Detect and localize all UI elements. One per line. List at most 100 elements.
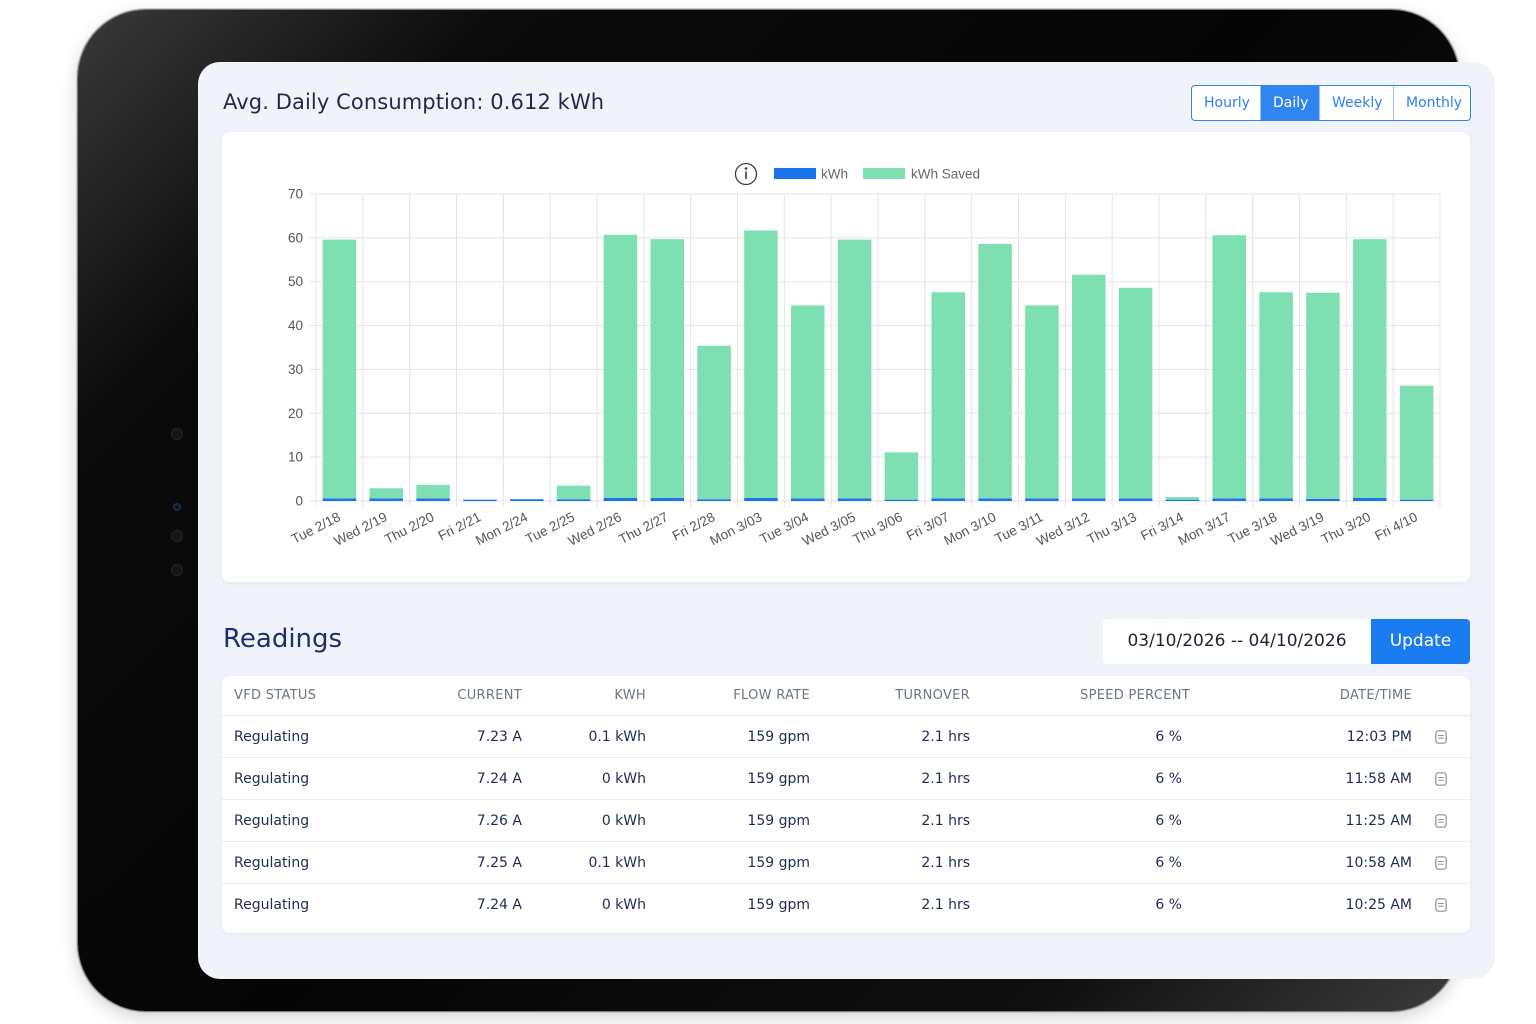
bar-kwh-saved[interactable]: [1399, 385, 1434, 500]
bar-kwh[interactable]: [1306, 498, 1340, 501]
y-tick-label: 60: [288, 230, 303, 245]
x-tick-label: Mon 3/17: [1176, 509, 1233, 548]
bar-kwh[interactable]: [603, 497, 638, 501]
bar-kwh-saved[interactable]: [1072, 274, 1106, 499]
bar-kwh[interactable]: [1072, 498, 1106, 501]
bar-kwh[interactable]: [1399, 499, 1434, 501]
cell-speed-percent: 6 %: [970, 841, 1190, 884]
bar-kwh-saved[interactable]: [1025, 305, 1059, 499]
bar-kwh[interactable]: [1118, 498, 1153, 501]
chart-legend: kWh kWh Saved: [734, 162, 980, 186]
tab-weekly[interactable]: Weekly: [1320, 86, 1394, 120]
note-icon[interactable]: [1435, 771, 1447, 786]
bar-kwh[interactable]: [697, 499, 731, 501]
readings-table: VFD STATUS CURRENT KWH FLOW RATE TURNOVE…: [222, 676, 1470, 925]
y-tick-label: 30: [288, 362, 303, 377]
bar-kwh[interactable]: [650, 497, 685, 501]
cell-actions: [1412, 884, 1470, 926]
bar-kwh[interactable]: [510, 499, 544, 501]
bar-kwh-saved[interactable]: [1165, 497, 1200, 500]
bar-kwh-saved[interactable]: [322, 239, 357, 499]
col-current: CURRENT: [377, 676, 522, 716]
bar-kwh-saved[interactable]: [556, 485, 591, 500]
bar-kwh-saved[interactable]: [1306, 292, 1340, 499]
bar-kwh[interactable]: [744, 497, 778, 501]
tab-hourly[interactable]: Hourly: [1192, 86, 1261, 120]
x-tick-label: Wed 2/19: [332, 509, 390, 548]
update-button[interactable]: Update: [1371, 619, 1470, 664]
legend-label-kwh-saved[interactable]: kWh Saved: [911, 167, 980, 182]
bar-kwh[interactable]: [837, 498, 872, 501]
bar-kwh[interactable]: [1165, 499, 1200, 501]
cell-turnover: 2.1 hrs: [810, 715, 970, 758]
note-icon[interactable]: [1435, 813, 1447, 828]
bar-kwh-saved[interactable]: [369, 488, 404, 499]
bar-kwh[interactable]: [931, 498, 966, 501]
bar-kwh-saved[interactable]: [931, 292, 966, 499]
bar-kwh-saved[interactable]: [650, 239, 685, 498]
bar-kwh-saved[interactable]: [744, 230, 778, 498]
cell-datetime: 10:25 AM: [1345, 896, 1412, 913]
cell-speed-percent: 6 %: [970, 715, 1190, 758]
bar-kwh-saved[interactable]: [884, 452, 919, 500]
x-tick-label: Wed 3/05: [800, 509, 858, 548]
table-row[interactable]: Regulating 7.24 A 0 kWh 159 gpm 2.1 hrs 6 % 10…: [222, 884, 1470, 926]
col-turnover: TURNOVER: [810, 676, 970, 716]
col-speed-percent: SPEED PERCENT: [970, 676, 1190, 716]
bar-kwh-saved[interactable]: [1353, 239, 1387, 498]
info-icon[interactable]: [734, 162, 758, 186]
bar-kwh[interactable]: [369, 498, 404, 501]
bar-kwh-saved[interactable]: [697, 345, 731, 500]
note-icon[interactable]: [1435, 897, 1447, 912]
bar-kwh[interactable]: [322, 498, 357, 501]
bar-kwh-saved[interactable]: [416, 484, 450, 499]
cell-current: 7.23 A: [377, 715, 522, 758]
bar-kwh-saved[interactable]: [1118, 287, 1153, 499]
bar-kwh-saved[interactable]: [603, 234, 638, 498]
y-tick-label: 50: [288, 274, 303, 289]
bar-kwh[interactable]: [791, 498, 825, 501]
page-title: Avg. Daily Consumption: 0.612 kWh: [223, 90, 605, 114]
bar-kwh[interactable]: [1353, 497, 1387, 501]
cell-speed-percent: 6 %: [970, 799, 1190, 842]
col-flow-rate: FLOW RATE: [646, 676, 810, 716]
x-tick-label: Fri 4/10: [1372, 509, 1420, 543]
cell-flow-rate: 159 gpm: [747, 896, 810, 913]
legend-label-kwh[interactable]: kWh: [821, 167, 848, 182]
date-range-input[interactable]: 03/10/2026 -- 04/10/2026: [1103, 619, 1371, 664]
cell-actions: [1412, 841, 1470, 884]
readings-title: Readings: [223, 624, 343, 654]
table-row[interactable]: Regulating 7.23 A 0.1 kWh 159 gpm 2.1 hrs 6 %…: [222, 715, 1470, 758]
cell-current: 7.26 A: [377, 799, 522, 842]
x-tick-label: Mon 3/10: [941, 509, 998, 548]
bar-kwh[interactable]: [463, 499, 497, 501]
tab-daily[interactable]: Daily: [1261, 86, 1320, 120]
cell-datetime: 10:58 AM: [1190, 841, 1412, 884]
x-tick-label: Mon 2/24: [473, 509, 530, 548]
bar-kwh-saved[interactable]: [1212, 235, 1247, 499]
col-kwh: KWH: [522, 676, 646, 716]
tab-monthly[interactable]: Monthly: [1406, 95, 1463, 111]
bar-kwh-saved[interactable]: [791, 305, 825, 499]
bar-kwh[interactable]: [416, 498, 450, 501]
bar-kwh-saved[interactable]: [978, 243, 1012, 499]
bar-kwh[interactable]: [1259, 498, 1293, 501]
bar-kwh[interactable]: [884, 499, 919, 501]
x-tick-label: Wed 3/12: [1034, 509, 1092, 548]
col-actions: [1412, 676, 1470, 716]
cell-speed-percent: 6 %: [1155, 896, 1182, 913]
bar-kwh-saved[interactable]: [837, 239, 872, 499]
note-icon[interactable]: [1435, 855, 1447, 870]
bar-kwh[interactable]: [1212, 498, 1247, 501]
x-tick-label: Thu 2/27: [616, 509, 670, 547]
table-row[interactable]: Regulating 7.25 A 0.1 kWh 159 gpm 2.1 hrs 6 %…: [222, 841, 1470, 884]
bar-kwh[interactable]: [1025, 498, 1059, 501]
bar-kwh-saved[interactable]: [1259, 292, 1293, 499]
bar-kwh[interactable]: [556, 499, 591, 501]
tablet-frame: Avg. Daily Consumption: 0.612 kWh Hourly…: [78, 10, 1495, 1011]
x-tick-label: Thu 3/20: [1319, 509, 1373, 547]
note-icon[interactable]: [1435, 729, 1447, 744]
bar-kwh[interactable]: [978, 498, 1012, 501]
